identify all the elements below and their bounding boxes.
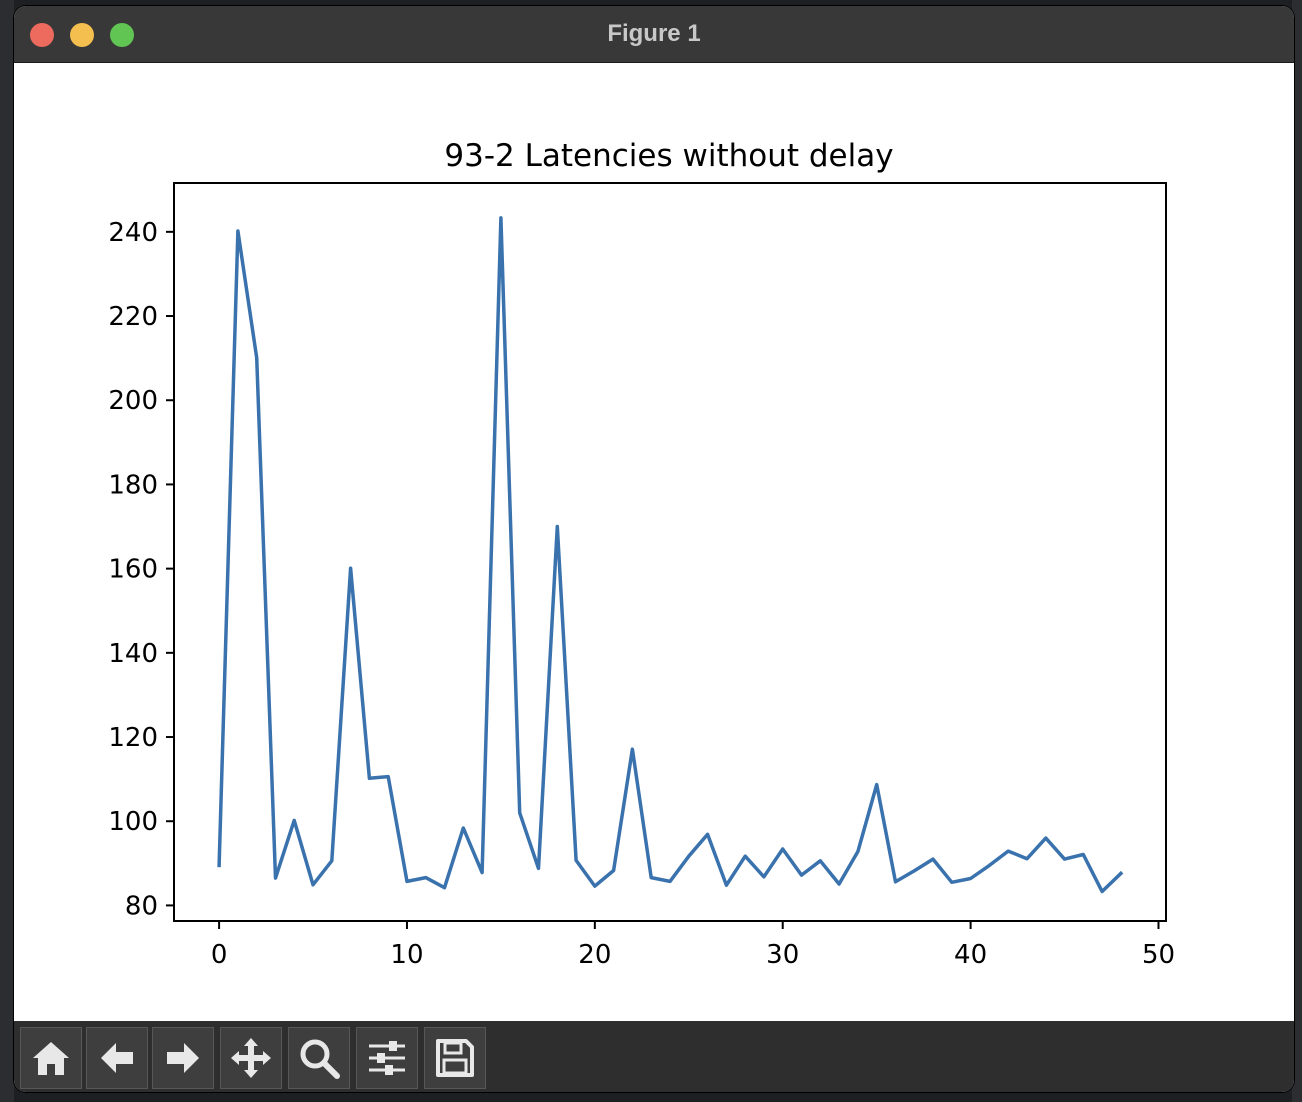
x-tick-label: 30 xyxy=(766,940,799,970)
zoom-magnifier-icon xyxy=(300,1039,340,1079)
y-tick-label: 120 xyxy=(108,723,158,753)
y-tick-label: 200 xyxy=(108,386,158,416)
y-tick-label: 80 xyxy=(125,891,158,921)
configure-subplots-button[interactable] xyxy=(356,1027,418,1089)
x-tick-label: 50 xyxy=(1142,940,1175,970)
y-tick-label: 100 xyxy=(108,807,158,837)
x-tick-label: 10 xyxy=(390,940,423,970)
pan-button[interactable] xyxy=(220,1027,282,1089)
save-floppy-icon xyxy=(436,1039,474,1077)
line-chart: 93-2 Latencies without delay 0 10 20 30 40 50… xyxy=(108,138,1175,970)
save-button[interactable] xyxy=(424,1027,486,1089)
y-tick-label: 160 xyxy=(108,555,158,585)
pan-move-icon xyxy=(231,1038,271,1078)
home-button[interactable] xyxy=(20,1027,82,1089)
minimize-window-button[interactable] xyxy=(70,23,94,47)
forward-arrow-icon xyxy=(167,1043,199,1073)
y-tick-label: 240 xyxy=(108,218,158,248)
navigation-toolbar xyxy=(14,1021,1294,1092)
x-tick-label: 40 xyxy=(954,940,987,970)
titlebar: Figure 1 xyxy=(14,6,1294,63)
window-title: Figure 1 xyxy=(607,20,701,47)
close-window-button[interactable] xyxy=(30,23,54,47)
figure-canvas: 93-2 Latencies without delay 0 10 20 30 40 50… xyxy=(14,63,1294,1021)
axes-frame xyxy=(173,182,1167,922)
forward-button[interactable] xyxy=(152,1027,214,1089)
back-arrow-icon xyxy=(101,1043,133,1073)
y-tick-label: 140 xyxy=(108,639,158,669)
maximize-window-button[interactable] xyxy=(110,23,134,47)
zoom-button[interactable] xyxy=(288,1027,350,1089)
configure-subplots-icon xyxy=(369,1041,405,1075)
home-icon xyxy=(33,1042,69,1075)
back-button[interactable] xyxy=(86,1027,148,1089)
x-tick-label: 20 xyxy=(578,940,611,970)
x-tick-label: 0 xyxy=(211,940,228,970)
figure-window: Figure 1 93-2 Latencies without delay 0 1… xyxy=(14,6,1294,1092)
background-editor-right xyxy=(1292,0,1302,1102)
background-editor-left xyxy=(0,0,14,1102)
y-tick-label: 180 xyxy=(108,470,158,500)
chart-title: 93-2 Latencies without delay xyxy=(444,138,893,174)
series-line xyxy=(217,216,1124,894)
y-tick-label: 220 xyxy=(108,302,158,332)
